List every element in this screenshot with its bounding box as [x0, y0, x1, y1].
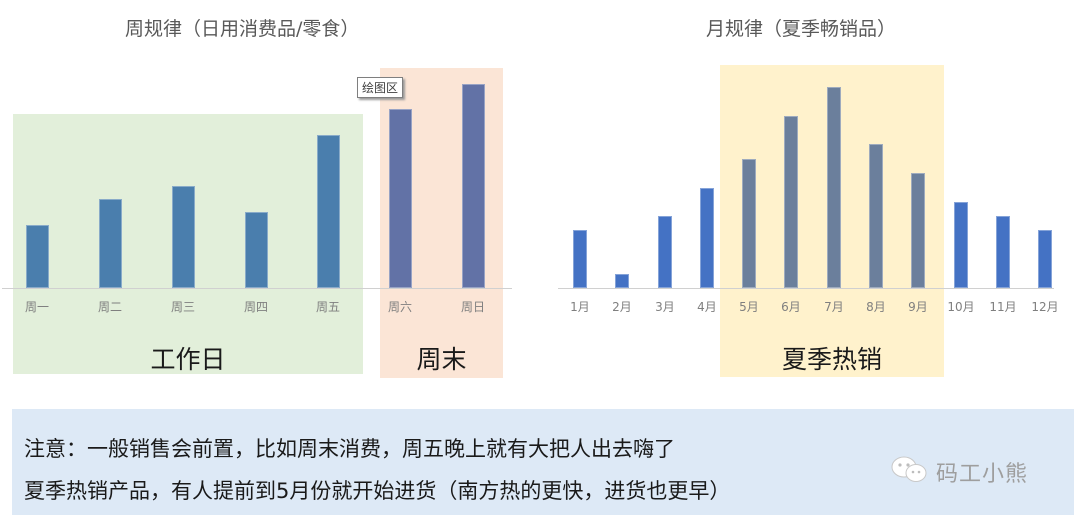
x-tick-label: 8月 — [866, 300, 886, 314]
x-tick-label: 7月 — [824, 300, 844, 314]
x-tick-label: 周一 — [24, 300, 49, 314]
x-tick-label: 12月 — [1031, 300, 1059, 314]
bar[interactable] — [388, 109, 412, 288]
x-tick-label: 10月 — [947, 300, 975, 314]
note-line-2: 夏季热销产品，有人提前到5月份就开始进货（南方热的更快，进货也更早） — [24, 479, 731, 503]
x-tick-label: 9月 — [908, 300, 928, 314]
wechat-icon — [890, 455, 930, 489]
x-tick-label: 11月 — [989, 300, 1017, 314]
bar[interactable] — [700, 188, 714, 288]
bar[interactable] — [244, 212, 268, 288]
week-chart-title: 周规律（日用消费品/零食） — [125, 18, 360, 40]
bar[interactable] — [784, 116, 798, 288]
x-tick-label: 6月 — [781, 300, 801, 314]
x-tick-label: 周三 — [170, 300, 195, 314]
month-x-axis — [558, 288, 1054, 289]
x-tick-label: 4月 — [697, 300, 717, 314]
bar[interactable] — [25, 225, 49, 288]
note-line-1: 注意：一般销售会前置，比如周末消费，周五晚上就有大把人出去嗨了 — [24, 437, 675, 461]
bar[interactable] — [954, 202, 968, 288]
x-tick-label: 1月 — [570, 300, 590, 314]
x-tick-label: 5月 — [739, 300, 759, 314]
bar[interactable] — [171, 186, 195, 288]
x-tick-label: 3月 — [655, 300, 675, 314]
plot-area-tooltip: 绘图区 — [357, 77, 404, 98]
bar[interactable] — [996, 216, 1010, 288]
month-chart-title: 月规律（夏季畅销品） — [706, 18, 897, 40]
week-x-axis — [2, 288, 512, 289]
brand-name: 码工小熊 — [936, 462, 1029, 487]
x-tick-label: 周六 — [387, 300, 412, 314]
bar[interactable] — [869, 144, 883, 288]
bar[interactable] — [98, 199, 122, 288]
week-chart: 工作日 周末 周一 周二 周三 周四 周五 周六 周日 绘图区 — [0, 0, 540, 400]
bar[interactable] — [316, 135, 340, 288]
x-tick-label: 周五 — [315, 300, 340, 314]
x-tick-label: 周二 — [97, 300, 122, 314]
x-tick-label: 2月 — [612, 300, 632, 314]
x-tick-label: 周四 — [243, 300, 268, 314]
bar[interactable] — [461, 84, 485, 288]
bar[interactable] — [911, 173, 925, 288]
bar[interactable] — [742, 159, 756, 288]
brand-watermark: 码工小熊 — [890, 455, 1028, 489]
month-chart: 夏季热销 1月 2月 3月 4月 5月 6月 7月 8月 9月 10月 11月 12月 — [558, 65, 1059, 377]
bar[interactable] — [573, 230, 587, 288]
region-label: 工作日 — [150, 345, 226, 374]
bar[interactable] — [615, 274, 629, 288]
bar[interactable] — [658, 216, 672, 288]
region-label: 夏季热销 — [781, 345, 882, 374]
bar[interactable] — [827, 87, 841, 288]
x-tick-label: 周日 — [460, 300, 485, 314]
bar[interactable] — [1038, 230, 1052, 288]
region-label: 周末 — [416, 345, 467, 374]
